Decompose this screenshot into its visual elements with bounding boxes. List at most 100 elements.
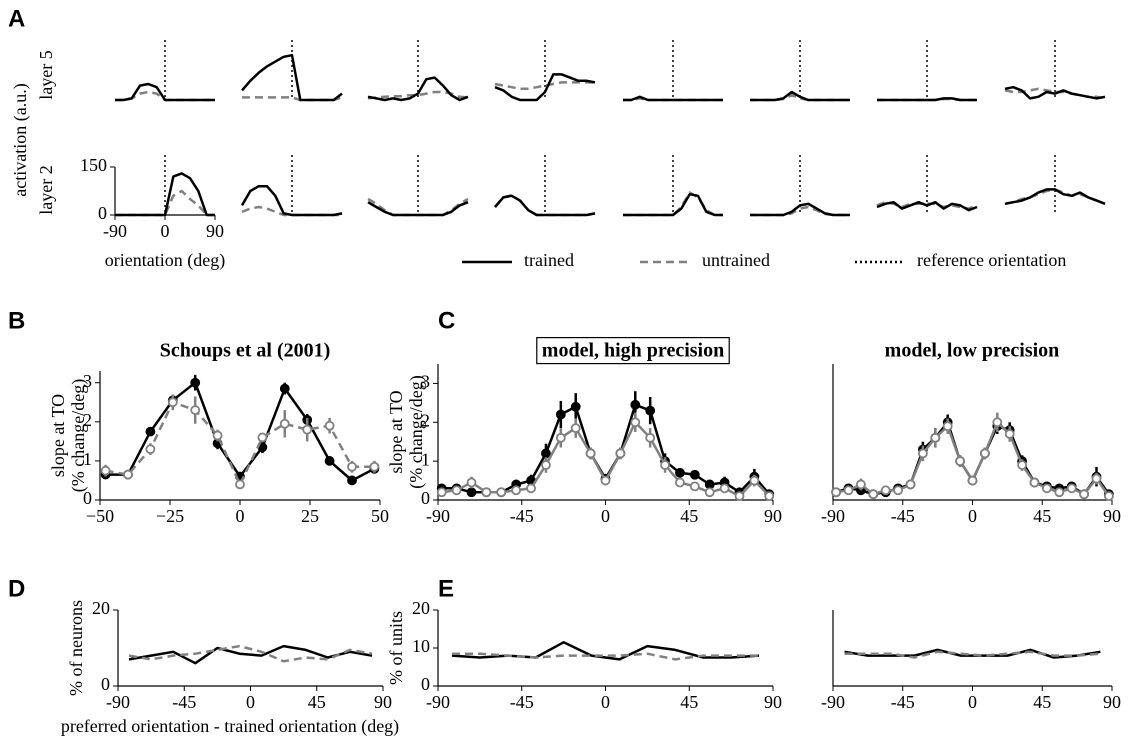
x-tick-label: 45 xyxy=(680,506,698,526)
marker xyxy=(279,418,290,429)
x-tick-label: -90 xyxy=(106,692,130,712)
marker xyxy=(235,479,245,490)
chart-title: model, high precision xyxy=(542,340,724,362)
x-tick-label: -45 xyxy=(172,692,196,712)
y-tick-label: 0 xyxy=(83,488,92,508)
curve xyxy=(494,73,596,102)
marker xyxy=(600,475,611,486)
marker xyxy=(645,432,656,443)
panel-letter: A xyxy=(8,5,25,32)
curve xyxy=(750,90,850,102)
curve xyxy=(367,201,469,217)
marker xyxy=(302,424,313,435)
marker xyxy=(955,456,965,467)
title-box xyxy=(536,336,730,365)
marker xyxy=(980,448,990,459)
y-axis-label: % of units xyxy=(386,611,406,685)
marker xyxy=(212,430,223,441)
y-tick-label: 10 xyxy=(412,636,430,656)
y-tick-label: 20 xyxy=(412,598,430,618)
y-tick-label: 0 xyxy=(101,674,110,694)
marker xyxy=(451,485,462,496)
marker xyxy=(1091,473,1102,484)
x-tick-label: 90 xyxy=(764,692,782,712)
marker xyxy=(843,485,854,496)
x-tick-label: -45 xyxy=(891,506,915,526)
x-tick-label: -45 xyxy=(891,692,915,712)
marker xyxy=(347,475,357,486)
marker xyxy=(905,479,916,490)
x-tick-label: 90 xyxy=(206,221,224,241)
marker xyxy=(190,377,201,388)
curve xyxy=(115,172,215,217)
panel-letter: C xyxy=(438,307,455,334)
series-line xyxy=(128,644,373,663)
y-tick-label: 20 xyxy=(92,598,110,618)
row-label: layer 5 xyxy=(36,50,56,99)
marker xyxy=(145,426,156,437)
x-tick-label: 25 xyxy=(301,506,319,526)
y-axis-label: slope at TO xyxy=(386,390,406,473)
x-tick-label: 45 xyxy=(308,692,326,712)
marker xyxy=(324,420,335,431)
series-line xyxy=(128,644,373,665)
curve xyxy=(876,200,978,212)
marker xyxy=(511,485,522,496)
x-tick-label: 45 xyxy=(1033,506,1051,526)
marker xyxy=(1017,460,1027,470)
marker xyxy=(541,448,551,459)
marker xyxy=(1104,491,1114,502)
series-line xyxy=(451,641,760,661)
marker xyxy=(466,477,477,488)
marker xyxy=(167,397,178,408)
x-tick-label: 90 xyxy=(764,506,782,526)
x-tick-label: -90 xyxy=(426,692,450,712)
x-tick-label: 0 xyxy=(161,221,170,241)
x-tick-label: 0 xyxy=(601,692,610,712)
marker xyxy=(764,491,775,502)
marker xyxy=(570,423,581,434)
x-tick-label: 0 xyxy=(601,506,610,526)
series-line xyxy=(844,648,1101,659)
x-tick-label: -90 xyxy=(426,506,450,526)
y-tick-label: 3 xyxy=(83,371,92,391)
marker xyxy=(1042,483,1052,494)
marker xyxy=(481,487,492,498)
marker xyxy=(645,405,656,416)
marker xyxy=(880,485,891,496)
marker xyxy=(660,460,670,470)
marker xyxy=(190,405,201,415)
marker xyxy=(436,487,447,498)
marker xyxy=(868,489,879,500)
marker xyxy=(992,417,1003,428)
y-axis-label: activation (a.u.) xyxy=(10,83,31,196)
marker xyxy=(704,487,715,498)
x-axis-label: preferred orientation - trained orientat… xyxy=(61,716,399,737)
marker xyxy=(1004,429,1015,439)
legend-label: reference orientation xyxy=(917,250,1066,270)
marker xyxy=(749,475,760,486)
series-line xyxy=(844,650,1101,659)
curve xyxy=(876,200,978,210)
x-tick-label: -45 xyxy=(510,506,534,526)
marker xyxy=(555,432,566,443)
chart-title: Schoups et al (2001) xyxy=(160,340,331,362)
marker xyxy=(689,481,700,492)
marker xyxy=(615,448,626,459)
x-tick-label: 0 xyxy=(968,692,977,712)
x-tick-label: 45 xyxy=(680,692,698,712)
x-tick-label: 0 xyxy=(968,506,977,526)
marker xyxy=(856,479,866,490)
x-tick-label: -90 xyxy=(821,692,845,712)
y-tick-label: 3 xyxy=(421,372,430,392)
marker xyxy=(257,432,268,443)
marker xyxy=(630,399,641,410)
marker xyxy=(675,467,685,478)
marker xyxy=(145,444,156,455)
legend-label: trained xyxy=(524,250,574,270)
marker xyxy=(570,401,581,412)
marker xyxy=(100,465,111,476)
marker xyxy=(347,461,357,472)
curve xyxy=(241,53,343,102)
marker xyxy=(734,491,745,502)
